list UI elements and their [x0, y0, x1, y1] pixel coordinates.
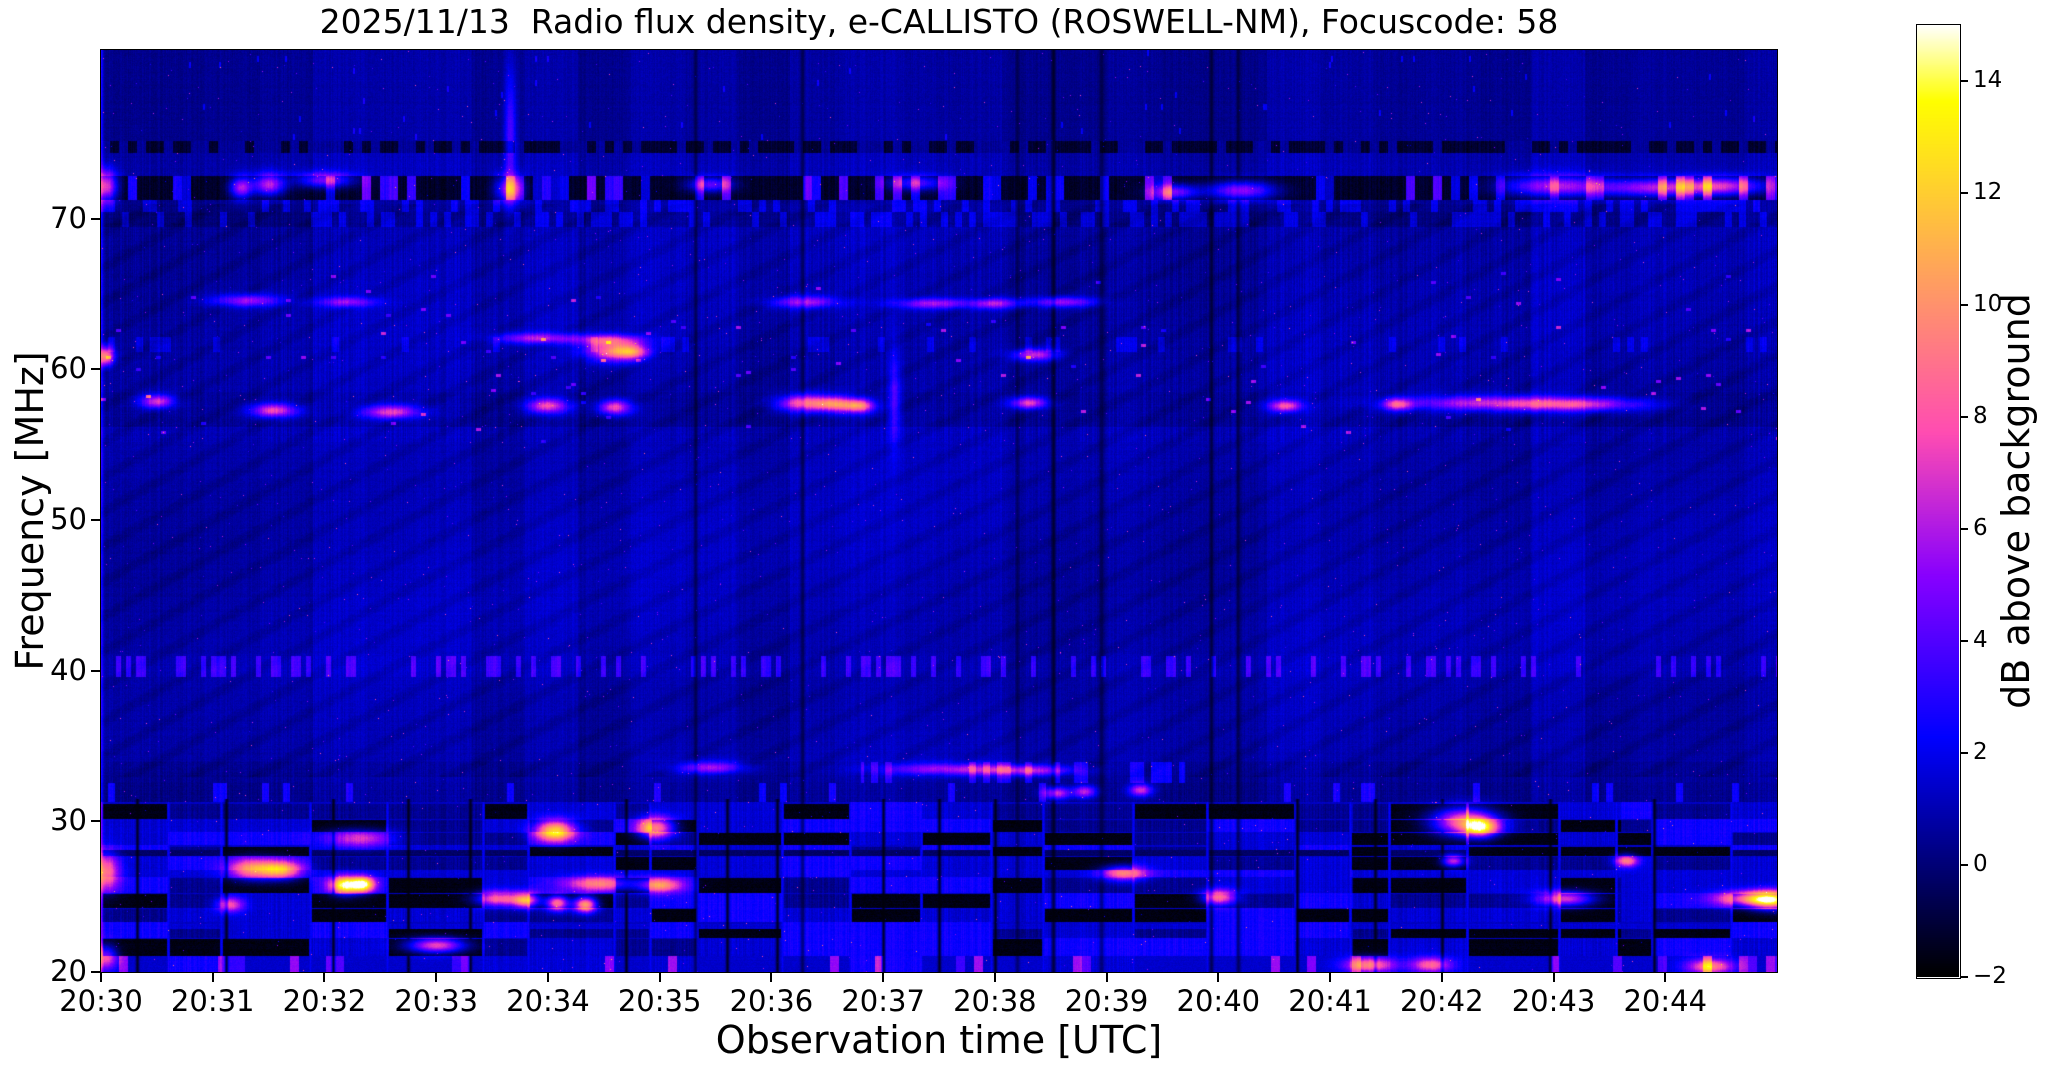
x-tick-mark [1552, 973, 1555, 982]
x-tick-label: 20:42 [1400, 984, 1484, 1018]
colorbar-label: dB above background [1994, 293, 2038, 709]
spectrogram-heatmap [101, 50, 1777, 972]
colorbar-tick-label: −2 [1973, 963, 2007, 989]
colorbar-tick-mark [1960, 304, 1968, 306]
x-tick-mark [323, 973, 326, 982]
y-tick-mark [91, 368, 100, 371]
y-tick-label: 20 [50, 954, 87, 988]
x-tick-mark [658, 973, 661, 982]
colorbar-tick-mark [1960, 864, 1968, 866]
x-tick-label: 20:33 [394, 984, 478, 1018]
colorbar-tick-label: 10 [1973, 291, 2003, 317]
x-tick-label: 20:44 [1623, 984, 1708, 1018]
colorbar-tick-label: 6 [1973, 515, 1988, 541]
x-tick-mark [1664, 973, 1667, 982]
colorbar-tick-label: 14 [1973, 67, 2003, 93]
x-tick-label: 20:36 [729, 984, 814, 1018]
colorbar-tick-mark [1960, 416, 1968, 418]
x-tick-mark [882, 973, 885, 982]
colorbar-tick-mark [1960, 752, 1968, 754]
colorbar-tick-label: 2 [1973, 739, 1988, 765]
y-tick-mark [91, 820, 100, 823]
y-tick-mark [91, 217, 100, 220]
x-tick-label: 20:30 [59, 984, 143, 1018]
x-tick-mark [1217, 973, 1220, 982]
y-axis-label: Frequency [MHz] [8, 351, 52, 671]
colorbar-tick-mark [1960, 640, 1968, 642]
colorbar-tick-label: 12 [1973, 179, 2003, 205]
x-tick-mark [100, 973, 102, 982]
x-tick-label: 20:32 [282, 984, 367, 1018]
x-axis-label: Observation time [UTC] [715, 1018, 1163, 1062]
colorbar [1916, 24, 1961, 979]
x-tick-label: 20:37 [841, 984, 925, 1018]
x-tick-label: 20:31 [170, 984, 255, 1018]
colorbar-tick-label: 8 [1973, 403, 1988, 429]
x-tick-mark [770, 973, 773, 982]
y-tick-label: 40 [50, 652, 87, 687]
colorbar-tick-label: 4 [1973, 627, 1988, 653]
plot-area [100, 49, 1778, 973]
x-tick-mark [546, 973, 549, 982]
x-tick-label: 20:34 [506, 984, 590, 1018]
x-tick-label: 20:40 [1176, 984, 1261, 1018]
x-tick-label: 20:38 [953, 984, 1037, 1018]
x-tick-label: 20:35 [617, 984, 702, 1018]
x-tick-mark [993, 973, 996, 982]
colorbar-tick-mark [1960, 528, 1968, 530]
y-tick-mark [91, 519, 100, 522]
colorbar-tick-mark [1960, 976, 1968, 978]
colorbar-gradient [1917, 25, 1959, 977]
colorbar-tick-mark [1960, 192, 1968, 194]
x-tick-mark [211, 973, 214, 982]
colorbar-tick-label: 0 [1973, 851, 1988, 877]
x-tick-mark [1329, 973, 1332, 982]
y-tick-mark [91, 669, 100, 672]
x-tick-mark [1105, 973, 1108, 982]
x-tick-mark [1440, 973, 1443, 982]
x-tick-label: 20:41 [1288, 984, 1372, 1018]
colorbar-tick-mark [1960, 80, 1968, 82]
x-tick-label: 20:43 [1511, 984, 1596, 1018]
y-tick-label: 70 [50, 200, 87, 235]
y-tick-label: 50 [50, 502, 87, 537]
y-tick-mark [91, 971, 100, 973]
x-tick-label: 20:39 [1064, 984, 1149, 1018]
chart-title: 2025/11/13 Radio flux density, e-CALLIST… [319, 2, 1559, 41]
y-tick-label: 60 [50, 351, 87, 386]
y-tick-label: 30 [50, 803, 87, 838]
x-tick-mark [435, 973, 438, 982]
